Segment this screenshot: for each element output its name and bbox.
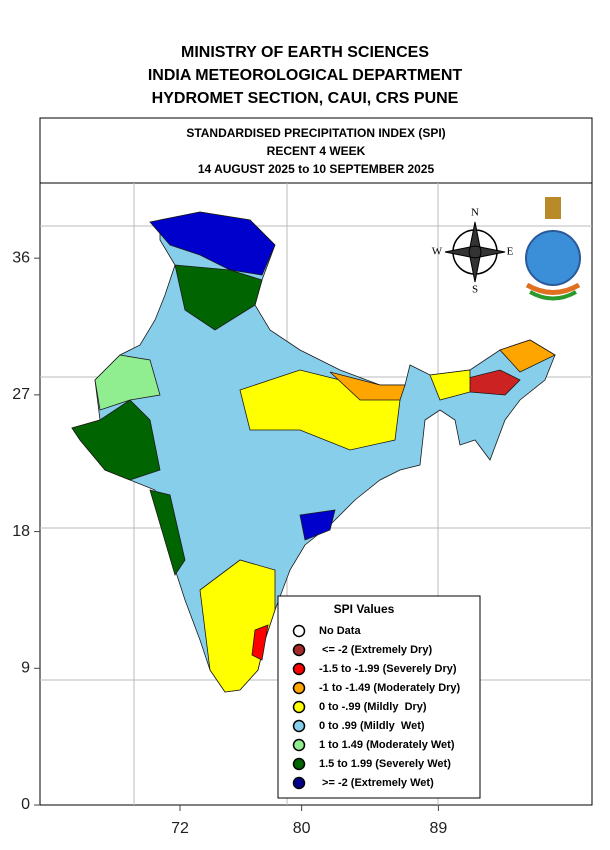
x-tick-label: 89 (430, 820, 448, 837)
region-blue-north (149, 211, 276, 276)
legend-swatch (292, 643, 306, 657)
region-red-south (251, 624, 269, 661)
region-orange-east (329, 371, 406, 401)
legend-swatch (292, 681, 306, 695)
compass-w: W (432, 246, 443, 258)
region-blue-central (299, 509, 336, 541)
legend-label: 1 to 1.49 (Moderately Wet) (319, 739, 455, 751)
x-tick-label: 72 (171, 820, 189, 837)
y-tick-label: 27 (12, 386, 30, 403)
legend-label: >= -2 (Extremely Wet) (319, 777, 434, 789)
legend-label: <= -2 (Extremely Dry) (319, 644, 432, 656)
compass-e: E (507, 246, 514, 258)
y-tick-label: 36 (12, 249, 30, 266)
legend-label: No Data (319, 625, 361, 637)
region-green-north (174, 264, 263, 331)
compass-n: N (471, 207, 479, 219)
legend-label: 0 to .99 (Mildly Wet) (319, 720, 425, 732)
legend-swatch (292, 738, 306, 752)
box-line: STANDARDISED PRECIPITATION INDEX (SPI) (186, 126, 445, 140)
legend-swatch (292, 719, 306, 733)
legend-swatch (292, 662, 306, 676)
header-line: INDIA METEOROLOGICAL DEPARTMENT (148, 67, 463, 84)
legend-label: -1 to -1.49 (Moderately Dry) (319, 682, 461, 694)
y-tick-label: 9 (21, 660, 30, 677)
map (71, 211, 556, 693)
legend-label: 0 to -.99 (Mildly Dry) (319, 701, 427, 713)
legend-swatch (292, 776, 306, 790)
box-line: 14 AUGUST 2025 to 10 SEPTEMBER 2025 (198, 162, 435, 176)
box-line: RECENT 4 WEEK (267, 144, 366, 158)
region-yellow-ne (429, 369, 471, 401)
region-lightgreen-west (94, 354, 161, 411)
imd-logo (525, 197, 581, 301)
legend-label: -1.5 to -1.99 (Severely Dry) (319, 663, 457, 675)
compass-s: S (472, 284, 478, 296)
legend-swatch (292, 757, 306, 771)
header-line: MINISTRY OF EARTH SCIENCES (181, 44, 429, 61)
compass: N E S W (432, 207, 514, 296)
legend-swatch (292, 624, 306, 638)
region-green-coast (149, 489, 186, 576)
header-line: HYDROMET SECTION, CAUI, CRS PUNE (152, 90, 459, 107)
region-orange-ne (499, 339, 556, 373)
legend-swatch (292, 700, 306, 714)
y-tick-label: 0 (21, 796, 30, 813)
x-tick-label: 80 (293, 820, 311, 837)
legend: SPI Values No Data <= -2 (Extremely Dry) -… (277, 595, 481, 799)
legend-label: 1.5 to 1.99 (Severely Wet) (319, 758, 451, 770)
region-green-west (71, 399, 161, 481)
legend-title: SPI Values (334, 602, 395, 616)
y-tick-label: 18 (12, 523, 30, 540)
